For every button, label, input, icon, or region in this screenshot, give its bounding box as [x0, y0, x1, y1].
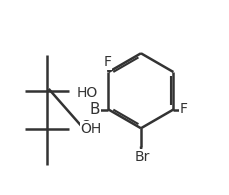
Text: B: B: [89, 102, 100, 117]
Text: O: O: [80, 119, 91, 133]
Text: F: F: [179, 102, 187, 116]
Text: HO: HO: [76, 86, 97, 100]
Text: OH: OH: [80, 122, 101, 136]
Text: Br: Br: [134, 150, 149, 164]
Text: F: F: [103, 55, 111, 69]
